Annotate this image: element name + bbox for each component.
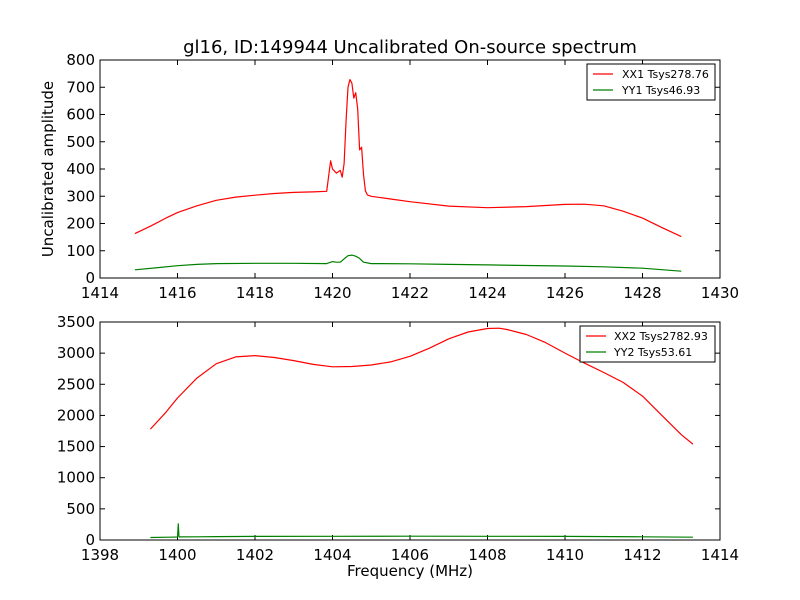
y-tick-label: 3000 — [57, 344, 95, 362]
y-tick-label: 2500 — [57, 375, 95, 393]
x-tick-label: 1410 — [546, 546, 584, 564]
series-line-xx2 — [149, 327, 694, 445]
y-tick-label: 100 — [66, 242, 95, 260]
top-ticks: 1414 1416 1418 1420 1422 1424 1426 1428 1430 0 100… — [66, 51, 739, 302]
y-tick-label: 600 — [66, 106, 95, 124]
top-plot-frame — [99, 59, 721, 279]
bottom-legend-label-yy2: YY2 Tsys53.61 — [613, 346, 692, 359]
x-tick-label: 1430 — [701, 284, 739, 302]
bottom-series-lines — [149, 327, 694, 539]
y-tick-label: 500 — [66, 500, 95, 518]
y-tick-label: 500 — [66, 133, 95, 151]
y-tick-label: 1000 — [57, 469, 95, 487]
top-legend-label-xx1: XX1 Tsys278.76 — [622, 68, 709, 81]
x-tick-label: 1404 — [313, 546, 351, 564]
x-tick-label: 1408 — [468, 546, 506, 564]
y-tick-label: 2000 — [57, 406, 95, 424]
top-chart-title: gl16, ID:149944 Uncalibrated On-source s… — [183, 37, 637, 58]
x-tick-label: 1424 — [468, 284, 506, 302]
y-tick-label: 400 — [66, 160, 95, 178]
x-tick-label: 1418 — [236, 284, 274, 302]
bottom-ticks: 1398 1400 1402 1404 1406 1408 1410 1412 1414 0 500… — [57, 313, 739, 564]
top-legend: XX1 Tsys278.76 YY1 Tsys46.93 — [586, 63, 716, 101]
y-tick-label: 3500 — [57, 313, 95, 331]
x-tick-label: 1428 — [623, 284, 661, 302]
bottom-x-axis-label: Frequency (MHz) — [347, 562, 473, 580]
y-tick-label: 0 — [85, 531, 95, 549]
bottom-plot-frame — [99, 321, 721, 541]
top-subplot: gl16, ID:149944 Uncalibrated On-source s… — [39, 37, 739, 302]
bottom-subplot: Frequency (MHz) 1398 1400 1402 1404 1406 1408… — [57, 313, 739, 580]
x-tick-label: 1406 — [391, 546, 429, 564]
x-tick-label: 1402 — [236, 546, 274, 564]
x-tick-label: 1420 — [313, 284, 351, 302]
series-line-yy2 — [150, 523, 693, 539]
x-tick-label: 1400 — [158, 546, 196, 564]
x-tick-label: 1426 — [546, 284, 584, 302]
x-tick-label: 1398 — [81, 546, 119, 564]
y-tick-label: 300 — [66, 187, 95, 205]
series-line-xx1 — [134, 78, 682, 238]
bottom-legend-box — [579, 325, 716, 363]
series-line-yy1 — [134, 254, 682, 272]
y-tick-label: 200 — [66, 215, 95, 233]
bottom-legend-label-xx2: XX2 Tsys2782.93 — [614, 330, 708, 343]
top-series-lines — [134, 78, 682, 272]
y-tick-label: 1500 — [57, 438, 95, 456]
top-y-axis-label: Uncalibrated amplitude — [39, 81, 57, 257]
y-tick-label: 800 — [66, 51, 95, 69]
x-tick-label: 1412 — [623, 546, 661, 564]
x-tick-label: 1414 — [81, 284, 119, 302]
x-tick-label: 1414 — [701, 546, 739, 564]
bottom-legend: XX2 Tsys2782.93 YY2 Tsys53.61 — [579, 325, 716, 363]
top-legend-box — [586, 63, 716, 101]
x-tick-label: 1416 — [158, 284, 196, 302]
top-legend-label-yy1: YY1 Tsys46.93 — [621, 84, 700, 97]
y-tick-label: 0 — [85, 269, 95, 287]
y-tick-label: 700 — [66, 78, 95, 96]
x-tick-label: 1422 — [391, 284, 429, 302]
